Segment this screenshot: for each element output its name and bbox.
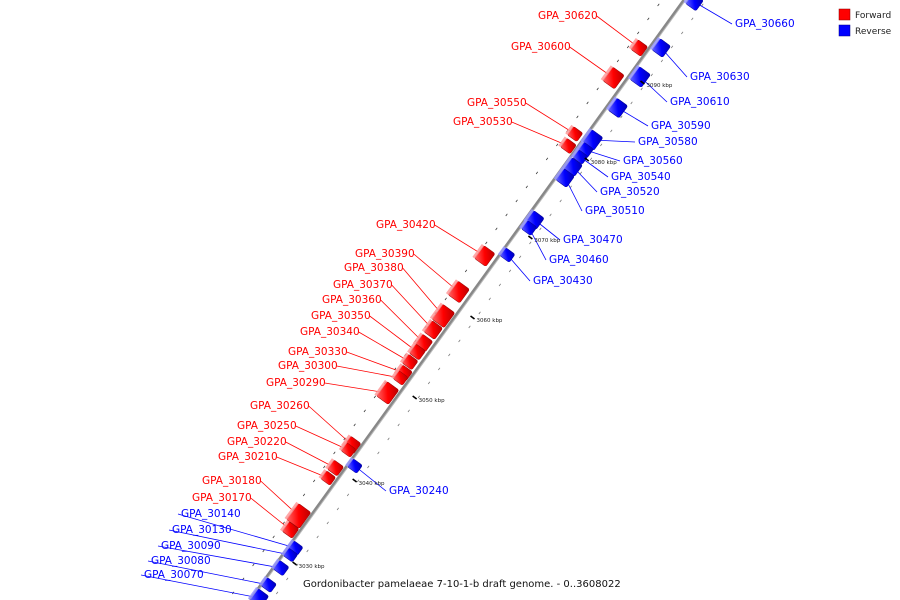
- gene-label: GPA_30070: [144, 569, 204, 581]
- gene-label: GPA_30630: [690, 71, 750, 83]
- forward-gene-gpa-30290[interactable]: [374, 379, 399, 405]
- reverse-gene-gpa-30590[interactable]: [605, 96, 628, 118]
- reverse-gene-gpa-30630[interactable]: [649, 36, 671, 58]
- legend-forward-label: Forward: [855, 11, 891, 21]
- forward-gene-gpa-30210[interactable]: [318, 469, 336, 485]
- gene-label: GPA_30540: [611, 171, 671, 183]
- gene-label: GPA_30390: [355, 248, 415, 260]
- gene-label: GPA_30360: [322, 294, 382, 306]
- gene-label: GPA_30560: [623, 155, 683, 167]
- legend-reverse-label: Reverse: [855, 27, 892, 37]
- forward-gene-gpa-30370[interactable]: [421, 318, 443, 340]
- gene-label: GPA_30610: [670, 96, 730, 108]
- gene-label: GPA_30130: [172, 524, 232, 536]
- kbp-tick-label: 3040 kbp: [359, 481, 385, 487]
- gene-label: GPA_30580: [638, 136, 698, 148]
- kbp-tick-label: 3070 kbp: [534, 238, 560, 244]
- reverse-gene-gpa-30520[interactable]: [561, 155, 583, 177]
- forward-gene-gpa-30300[interactable]: [390, 369, 408, 385]
- forward-gene-gpa-30420[interactable]: [472, 243, 495, 267]
- gene-label: GPA_30220: [227, 436, 287, 448]
- genome-backbone: [248, 0, 686, 600]
- kbp-tick-label: 3050 kbp: [419, 398, 445, 404]
- gene-label: GPA_30260: [250, 400, 310, 412]
- reverse-gene-gpa-30240[interactable]: [345, 457, 362, 473]
- reverse-gene-gpa-30660[interactable]: [683, 0, 703, 11]
- gene-label: GPA_30290: [266, 377, 326, 389]
- gene-label: GPA_30530: [453, 116, 513, 128]
- gene-label: GPA_30460: [549, 254, 609, 266]
- forward-gene-gpa-30550[interactable]: [565, 124, 583, 142]
- kbp-tick-label: 3080 kbp: [591, 160, 617, 166]
- gene-label: GPA_30240: [389, 485, 449, 497]
- kbp-tick-label: 3060 kbp: [477, 318, 503, 324]
- gene-label: GPA_30380: [344, 262, 404, 274]
- gene-label: GPA_30300: [278, 360, 338, 372]
- kbp-tick-label: 3030 kbp: [299, 564, 325, 570]
- legend: Forward Reverse: [838, 8, 892, 37]
- gene-label: GPA_30090: [161, 540, 221, 552]
- forward-gene-gpa-30350[interactable]: [407, 342, 426, 360]
- gene-label: GPA_30210: [218, 451, 278, 463]
- gene-label: GPA_30350: [311, 310, 371, 322]
- label-leader-lines: [140, 1, 733, 599]
- gene-label: GPA_30180: [202, 475, 262, 487]
- forward-gene-gpa-30250[interactable]: [338, 441, 356, 457]
- forward-gene-gpa-30600[interactable]: [600, 65, 625, 89]
- legend-reverse-swatch: [838, 24, 851, 37]
- gene-label: GPA_30620: [538, 10, 598, 22]
- gene-label: GPA_30170: [192, 492, 252, 504]
- reverse-gene-gpa-30080[interactable]: [258, 575, 277, 593]
- forward-gene-gpa-30380[interactable]: [429, 302, 455, 328]
- forward-gene-gpa-30340[interactable]: [399, 352, 418, 370]
- gene-label: GPA_30600: [511, 41, 571, 53]
- kbp-ticks: 3030 kbp 3040 kbp 3050 kbp 3060 kbp 3070 kbp…: [292, 80, 673, 570]
- reverse-gene-gpa-30430[interactable]: [497, 246, 515, 262]
- gene-label: GPA_30660: [735, 18, 795, 30]
- gene-label: GPA_30370: [333, 279, 393, 291]
- gene-label: GPA_30420: [376, 219, 436, 231]
- gene-label: GPA_30140: [181, 508, 241, 520]
- gene-labels: GPA_30620 GPA_30600 GPA_30550 GPA_30530 GPA_…: [144, 10, 795, 581]
- reverse-gene-gpa-30090[interactable]: [270, 558, 289, 576]
- gene-label: GPA_30510: [585, 205, 645, 217]
- forward-gene-gpa-30220[interactable]: [325, 458, 344, 476]
- reverse-gene-gpa-30540[interactable]: [570, 148, 588, 164]
- gene-label: GPA_30590: [651, 120, 711, 132]
- forward-gene-gpa-30620[interactable]: [628, 38, 648, 56]
- gene-label: GPA_30430: [533, 275, 593, 287]
- reverse-gene-gpa-30130[interactable]: [281, 546, 298, 562]
- forward-gene-gpa-30170[interactable]: [280, 520, 299, 538]
- gene-label: GPA_30340: [300, 326, 360, 338]
- forward-gene-gpa-30390[interactable]: [445, 279, 470, 303]
- gene-label: GPA_30080: [151, 555, 211, 567]
- gene-label: GPA_30330: [288, 346, 348, 358]
- gene-label: GPA_30520: [600, 186, 660, 198]
- forward-gene-gpa-30530[interactable]: [558, 136, 576, 154]
- gene-label: GPA_30550: [467, 97, 527, 109]
- gene-label: GPA_30250: [237, 420, 297, 432]
- minor-tick-marks: [232, 3, 704, 595]
- gene-label: GPA_30470: [563, 234, 623, 246]
- kbp-tick-label: 3090 kbp: [646, 83, 672, 89]
- legend-forward-swatch: [838, 8, 851, 21]
- reverse-gene-gpa-30510[interactable]: [553, 166, 575, 188]
- reverse-gene-gpa-30460[interactable]: [519, 218, 537, 236]
- gene-features: [247, 0, 703, 600]
- reverse-gene-gpa-30070[interactable]: [247, 586, 269, 600]
- reverse-gene-gpa-30610[interactable]: [627, 64, 651, 88]
- map-caption: Gordonibacter pamelaeae 7-10-1-b draft g…: [303, 579, 621, 590]
